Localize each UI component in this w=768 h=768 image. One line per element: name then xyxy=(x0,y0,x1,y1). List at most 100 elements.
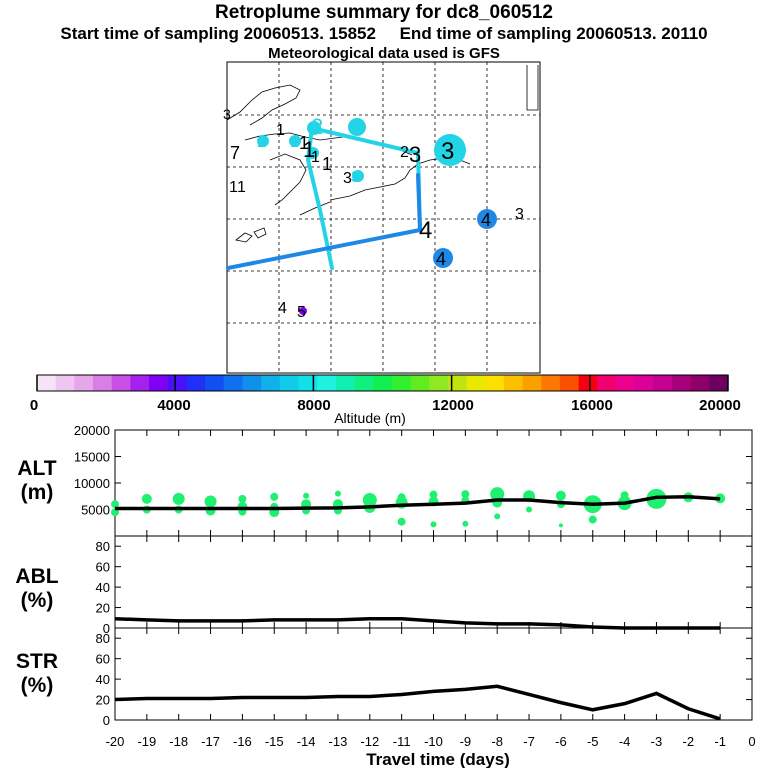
x-tick-label: -1 xyxy=(714,734,726,749)
abl-ylabel: ABL (%) xyxy=(15,565,59,612)
altitude-dot xyxy=(303,492,310,499)
y-tick-label: 60 xyxy=(96,560,110,575)
x-tick-label: -8 xyxy=(491,734,503,749)
colorbar-swatch xyxy=(279,375,299,391)
map-label: 3 xyxy=(409,142,421,167)
altitude-dot xyxy=(204,495,217,508)
y-tick-label: 80 xyxy=(96,539,110,554)
map-label: 1 xyxy=(303,137,315,162)
colorbar-tick: 20000 xyxy=(699,397,741,414)
x-tick-label: -9 xyxy=(460,734,472,749)
x-tick-label: -12 xyxy=(360,734,379,749)
colorbar-swatch xyxy=(597,375,617,391)
trajectory-blue-seg xyxy=(416,173,422,232)
map-markers xyxy=(257,118,497,315)
map-label: 1 xyxy=(299,133,309,153)
x-tick-label: 0 xyxy=(748,734,755,749)
marker xyxy=(289,135,301,147)
altitude-dot xyxy=(555,490,566,501)
alt-ylabel: ALT (m) xyxy=(17,457,57,504)
y-tick-label: 0 xyxy=(103,713,110,728)
str-ylabel: STR (%) xyxy=(16,650,58,697)
colorbar-swatch xyxy=(298,375,318,391)
x-tick-label: -15 xyxy=(265,734,284,749)
marker xyxy=(299,307,307,315)
colorbar-ticks: 0 4000 8000 12000 16000 20000 xyxy=(30,397,741,414)
y-tick-label: 80 xyxy=(96,631,110,646)
altitude-dot xyxy=(461,490,470,499)
altitude-dot xyxy=(588,515,597,524)
map-labels: 2 1 1 2 2 7 1 1 1 1 1 1 3 2 3 3 3 4 4 3 … xyxy=(223,106,524,321)
panel-frame xyxy=(114,535,753,629)
marker xyxy=(307,147,319,159)
colorbar-swatch xyxy=(335,375,355,391)
colorbar-swatch xyxy=(130,375,150,391)
colorbar-swatch xyxy=(111,375,131,391)
altitude-dot xyxy=(334,490,341,497)
colorbar-swatch xyxy=(261,375,281,391)
marker xyxy=(348,118,366,136)
colorbar-swatch xyxy=(74,375,94,391)
x-tick-label: -5 xyxy=(587,734,599,749)
start-time: Start time of sampling 20060513. 15852 xyxy=(60,24,376,43)
map-label: 4 xyxy=(419,217,432,244)
coastline-6 xyxy=(253,227,267,239)
x-tick-label: -14 xyxy=(297,734,316,749)
colorbar-swatch xyxy=(671,375,692,391)
colorbar-swatch xyxy=(373,375,393,391)
x-tick-label: -18 xyxy=(169,734,188,749)
colorbar-swatch xyxy=(93,375,113,391)
map-label: 2 xyxy=(400,144,409,161)
x-tick-label: -13 xyxy=(329,734,348,749)
colorbar-swatch xyxy=(149,375,169,391)
colorbar-swatch xyxy=(447,375,468,391)
colorbar-swatch xyxy=(578,375,598,391)
x-tick-label: -17 xyxy=(201,734,220,749)
y-tick-label: 5000 xyxy=(81,503,110,518)
x-axis-label: Travel time (days) xyxy=(366,750,510,768)
altitude-dot xyxy=(429,490,438,499)
altitude-dot xyxy=(462,520,469,527)
coastline-3 xyxy=(269,153,307,206)
map-label: 3 xyxy=(351,169,360,186)
colorbar-tick: 12000 xyxy=(432,397,474,414)
trajectory-blue xyxy=(226,228,422,270)
colorbar-swatch xyxy=(485,375,505,391)
map-label: 3 xyxy=(223,106,231,122)
marker xyxy=(434,134,466,166)
map-label: 1 xyxy=(276,122,285,139)
altitude-dot xyxy=(238,494,247,503)
colorbar-swatch xyxy=(223,375,243,391)
map-label: 3 xyxy=(343,170,352,187)
colorbar-swatch xyxy=(186,375,206,391)
map-label: 2 xyxy=(311,114,323,139)
colorbar-swatch xyxy=(522,375,542,391)
altitude-dot xyxy=(111,500,119,509)
y-tick-label: 10000 xyxy=(74,476,110,491)
y-tick-label: 20000 xyxy=(74,423,110,438)
colorbar-swatch xyxy=(391,375,412,391)
altitude-dot xyxy=(558,523,563,528)
y-tick-label: 40 xyxy=(96,580,110,595)
x-tick-label: -3 xyxy=(651,734,663,749)
marker xyxy=(307,121,321,135)
colorbar-swatch xyxy=(653,375,673,391)
colorbar-swatch xyxy=(354,375,374,391)
sampling-times: Start time of sampling 20060513. 15852 E… xyxy=(0,24,768,44)
map-label: 3 xyxy=(515,206,524,223)
colorbar-swatch xyxy=(205,375,225,391)
x-tick-label: -16 xyxy=(233,734,252,749)
altitude-dot xyxy=(430,521,437,528)
y-tick-label: 40 xyxy=(96,672,110,687)
y-tick-label: 60 xyxy=(96,652,110,667)
map-label: 1 xyxy=(311,149,320,166)
colorbar-swatch xyxy=(466,375,486,391)
map-label: 4 xyxy=(481,210,491,230)
series-line xyxy=(115,495,721,511)
coastlines xyxy=(226,65,539,243)
map-label: 2 xyxy=(351,120,360,137)
x-tick-label: -6 xyxy=(555,734,567,749)
met-data-note: Meteorological data used is GFS xyxy=(268,45,500,62)
map-label: 4 xyxy=(278,300,287,317)
x-tick-label: -7 xyxy=(523,734,535,749)
